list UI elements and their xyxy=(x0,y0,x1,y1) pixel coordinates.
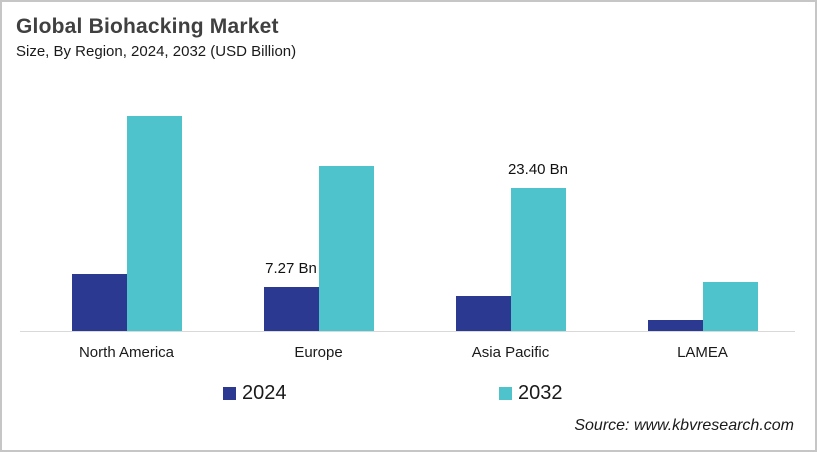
chart-subtitle: Size, By Region, 2024, 2032 (USD Billion… xyxy=(16,43,297,61)
legend-label-2024: 2024 xyxy=(242,382,287,404)
x-axis-label-asia-pacific: Asia Pacific xyxy=(471,344,550,361)
bar-2032-asia-pacific xyxy=(510,188,566,331)
legend-item-2032: 2032 xyxy=(499,383,563,403)
bar-2024-north-america xyxy=(71,274,127,331)
chart-title: Global Biohacking Market xyxy=(16,15,279,38)
data-label-2024-europe: 7.27 Bn xyxy=(265,260,317,277)
bar-2024-lamea xyxy=(647,320,703,331)
x-axis-label-europe: Europe xyxy=(294,344,343,361)
x-axis-line xyxy=(20,331,795,332)
bar-2024-europe xyxy=(263,287,319,331)
bar-2032-north-america xyxy=(126,116,182,331)
x-axis-label-north-america: North America xyxy=(78,344,175,361)
legend-label-2032: 2032 xyxy=(518,382,563,404)
data-label-2032-asia-pacific: 23.40 Bn xyxy=(507,161,569,178)
source-text: Source: www.kbvresearch.com xyxy=(574,417,794,434)
bar-2024-asia-pacific xyxy=(455,296,511,331)
chart-header: Global Biohacking Market Size, By Region… xyxy=(16,14,296,60)
legend-swatch-2024 xyxy=(223,386,236,400)
legend-item-2024: 2024 xyxy=(223,383,287,403)
x-axis-label-lamea: LAMEA xyxy=(677,344,728,361)
bar-2032-europe xyxy=(318,166,374,331)
bar-2032-lamea xyxy=(702,282,758,331)
legend-swatch-2032 xyxy=(499,386,512,400)
